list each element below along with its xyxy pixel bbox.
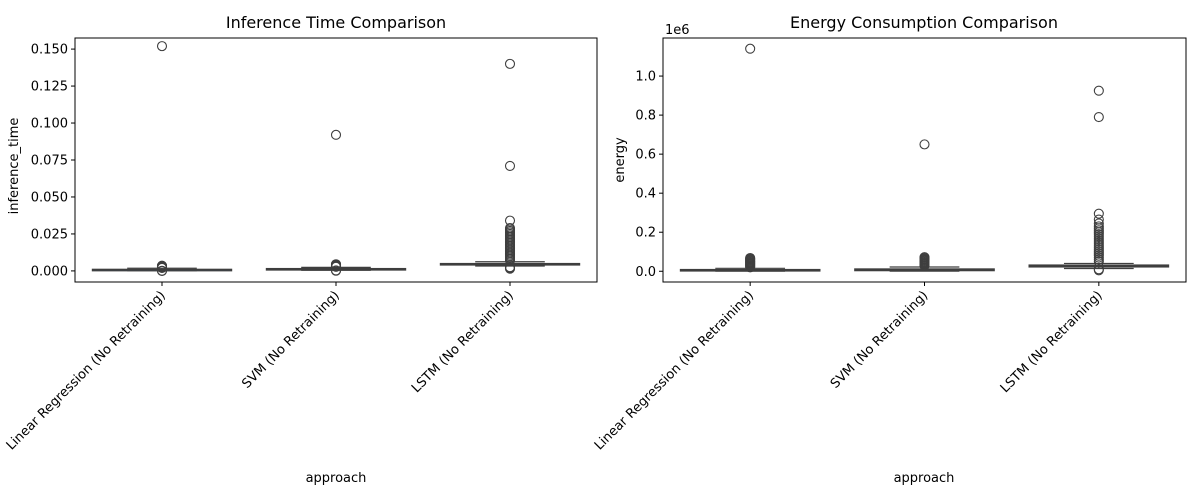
y-tick-label: 0.025	[31, 227, 68, 242]
outlier-point	[504, 160, 516, 171]
box-1	[854, 139, 995, 272]
y-axis-label: inference_time	[7, 118, 22, 215]
y-tick-label: 1.0	[635, 70, 656, 85]
y-tick-label: 0.075	[31, 154, 68, 169]
plot-frame	[74, 37, 598, 283]
chart-title: Energy Consumption Comparison	[790, 13, 1058, 32]
y-tick-label: 0.6	[635, 148, 656, 163]
outlier-point	[156, 41, 168, 52]
outlier-point	[330, 265, 342, 276]
plot-area: 0.0 0.2 0.4 0.6 0.8 1.0 Linear Regression (No …	[592, 43, 1170, 453]
outlier-point	[156, 262, 168, 274]
outlier-point	[330, 129, 342, 140]
outlier-point	[504, 58, 516, 69]
outlier-point	[919, 139, 930, 150]
y-offset-label: 1e6	[665, 23, 690, 38]
box-1	[265, 129, 407, 276]
outlier-point	[330, 261, 342, 272]
outlier-point	[919, 260, 930, 271]
x-tick-label: Linear Regression (No Retraining)	[592, 288, 757, 453]
y-tick-label: 0.2	[635, 226, 656, 241]
box-0	[91, 41, 233, 276]
y-tick-label: 0.0	[635, 265, 656, 280]
outlier-point	[156, 265, 168, 276]
outlier-point	[1093, 265, 1104, 276]
y-tick-label: 0.000	[31, 264, 68, 279]
outlier-point	[1093, 112, 1104, 123]
y-tick-label: 0.100	[31, 117, 68, 132]
x-tick-label: LSTM (No Retraining)	[998, 288, 1106, 396]
outlier-point	[745, 262, 756, 273]
box-0	[679, 43, 821, 273]
outlier-point	[1093, 85, 1104, 96]
x-tick-label: SVM (No Retraining)	[239, 288, 342, 391]
box-2	[439, 58, 581, 274]
box-2	[1028, 85, 1170, 276]
plot-frame	[662, 37, 1187, 283]
x-tick-label: Linear Regression (No Retraining)	[4, 288, 169, 453]
outlier-point	[1093, 208, 1104, 219]
x-axis-label: approach	[306, 471, 367, 486]
outlier-point	[745, 43, 756, 54]
y-tick-label: 0.150	[31, 43, 68, 58]
chart-title: Inference Time Comparison	[226, 13, 446, 32]
x-tick-label: SVM (No Retraining)	[828, 288, 931, 391]
x-axis-label: approach	[894, 471, 955, 486]
y-tick-label: 0.125	[31, 80, 68, 95]
y-tick-label: 0.8	[635, 109, 656, 124]
x-tick-label: LSTM (No Retraining)	[409, 288, 517, 396]
y-tick-label: 0.050	[31, 190, 68, 205]
outlier-point	[504, 255, 516, 266]
energy-panel: Energy Consumption Comparison approach e…	[592, 13, 1187, 486]
y-axis-label: energy	[613, 137, 628, 183]
y-tick-label: 0.4	[635, 187, 656, 202]
plot-area: 0.000 0.025 0.050 0.075 0.100 0.125 0.150 Linea…	[4, 41, 581, 453]
outlier-point	[504, 263, 516, 274]
inference-time-panel: Inference Time Comparison approach infer…	[4, 13, 598, 486]
